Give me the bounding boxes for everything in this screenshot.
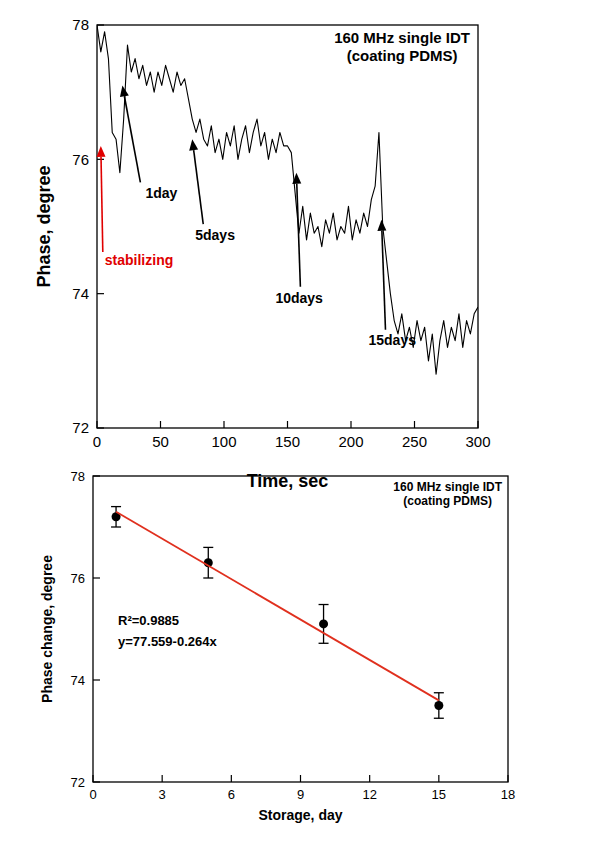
y-tick-label: 76	[71, 571, 85, 586]
error-bar	[434, 693, 444, 719]
annotation-arrow	[292, 173, 301, 287]
error-bar	[319, 605, 329, 644]
x-tick-label: 50	[152, 433, 169, 450]
x-axis-label: Storage, day	[258, 807, 342, 823]
x-tick-label: 18	[501, 787, 515, 802]
x-tick	[162, 775, 163, 782]
error-cap	[111, 526, 121, 527]
y-tick	[97, 293, 104, 294]
annotation-arrow	[120, 85, 140, 182]
x-tick-label: 250	[402, 433, 427, 450]
annotation-arrow	[377, 220, 386, 330]
y-axis-label: Phase, degree	[34, 165, 54, 287]
x-tick	[438, 775, 439, 782]
chart: 05010015020025030072747678Time, secPhase…	[0, 0, 592, 844]
annotation-arrow	[97, 146, 106, 252]
arrow-shaft	[297, 184, 301, 287]
arrow-head	[377, 220, 386, 231]
chart-0: 0 50 100 150 200 250 300 72 74 76 78 Time, sec Phase…	[34, 16, 491, 491]
data-group	[97, 25, 478, 374]
x-tick	[507, 775, 508, 782]
annotation: 1day	[145, 185, 177, 201]
annotation-arrow	[189, 139, 203, 224]
error-bar	[111, 507, 121, 527]
y-tick	[93, 781, 100, 782]
error-cap	[319, 604, 329, 605]
arrow-shaft	[124, 96, 140, 182]
line	[97, 25, 478, 374]
x-tick-label: 12	[362, 787, 376, 802]
title: 160 MHz single IDT	[334, 29, 470, 46]
plot-frame	[97, 25, 478, 428]
x-tick-label: 15	[432, 787, 446, 802]
x-tick	[350, 421, 351, 428]
x-tick	[300, 775, 301, 782]
x-tick-label: 3	[159, 787, 166, 802]
subtitle: (coating PDMS)	[403, 494, 492, 508]
x-tick	[96, 421, 97, 428]
x-tick-label: 150	[275, 433, 300, 450]
x-tick-label: 200	[338, 433, 363, 450]
data-group	[111, 507, 444, 719]
error-cap	[203, 577, 213, 578]
annotation: 15days	[368, 332, 416, 348]
plot-frame	[93, 476, 508, 782]
annotation: R²=0.9885	[118, 613, 179, 628]
arrow-shaft	[101, 157, 103, 252]
x-tick	[287, 421, 288, 428]
arrow-head	[120, 85, 129, 97]
line	[116, 512, 439, 701]
arrow-shaft	[382, 231, 386, 330]
y-tick-label: 72	[71, 775, 85, 790]
x-tick-label: 300	[465, 433, 490, 450]
error-cap	[203, 547, 213, 548]
arrow-head	[189, 139, 198, 150]
x-tick-label: 0	[89, 787, 96, 802]
arrow-shaft	[194, 150, 204, 224]
error-cap	[319, 643, 329, 644]
y-tick-label: 76	[72, 151, 89, 168]
y-tick	[97, 427, 104, 428]
x-axis-label: Time, sec	[247, 471, 329, 491]
x-tick	[223, 421, 224, 428]
x-tick	[369, 775, 370, 782]
arrow-head	[97, 146, 106, 157]
y-tick	[93, 577, 100, 578]
y-tick-label: 74	[72, 285, 89, 302]
x-tick	[231, 775, 232, 782]
x-tick	[160, 421, 161, 428]
title: 160 MHz single IDT	[393, 480, 502, 494]
y-tick-label: 78	[72, 16, 89, 33]
annotation: 5days	[195, 227, 235, 243]
y-axis-label: Phase change, degree	[39, 555, 55, 703]
x-tick-label: 6	[228, 787, 235, 802]
x-tick	[477, 421, 478, 428]
y-tick-label: 74	[71, 673, 85, 688]
y-tick-label: 78	[71, 469, 85, 484]
error-cap	[111, 506, 121, 507]
marker	[434, 701, 443, 710]
y-tick	[93, 475, 100, 476]
subtitle: (coating PDMS)	[347, 47, 458, 64]
x-tick	[414, 421, 415, 428]
annotation: y=77.559-0.264x	[118, 634, 217, 649]
y-tick-label: 72	[72, 419, 89, 436]
x-tick-label: 9	[297, 787, 304, 802]
x-tick	[92, 775, 93, 782]
error-cap	[434, 692, 444, 693]
marker	[319, 619, 328, 628]
annotation: 10days	[275, 290, 323, 306]
error-cap	[434, 718, 444, 719]
annotation: stabilizing	[105, 252, 173, 268]
chart-1: 0 3 6 9 12 15 18 72 74 76 78 Storage, day Phase chan…	[39, 469, 515, 823]
x-tick-label: 0	[93, 433, 101, 450]
y-tick	[97, 24, 104, 25]
y-tick	[93, 679, 100, 680]
arrow-head	[292, 173, 301, 184]
x-tick-label: 100	[211, 433, 236, 450]
